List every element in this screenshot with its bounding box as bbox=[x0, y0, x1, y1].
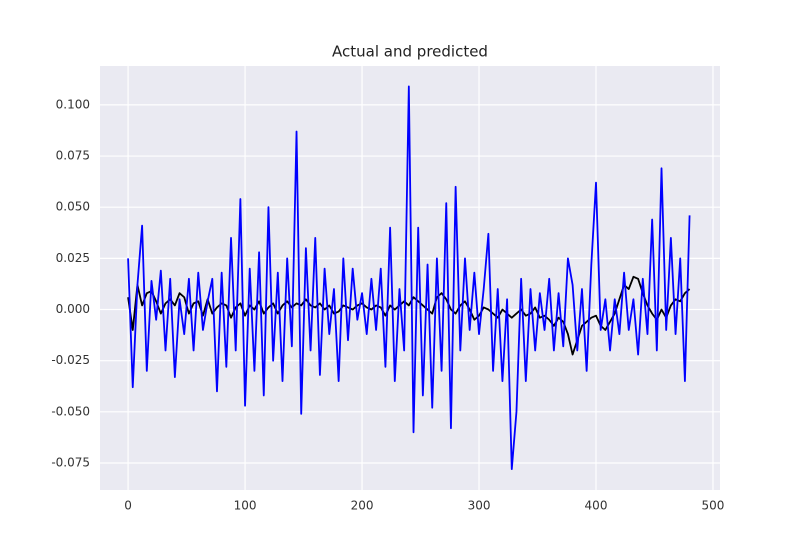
x-tick-label: 0 bbox=[124, 499, 132, 513]
series-line bbox=[127, 85, 691, 471]
x-tick-label: 400 bbox=[585, 499, 608, 513]
chart-title: Actual and predicted bbox=[332, 43, 488, 61]
y-tick-label: 0.100 bbox=[56, 97, 90, 111]
y-tick-label: 0.050 bbox=[56, 200, 90, 214]
x-tick-label: 100 bbox=[234, 499, 257, 513]
x-tick-label: 300 bbox=[468, 499, 491, 513]
series-line bbox=[127, 275, 691, 356]
x-tick-label: 500 bbox=[702, 499, 725, 513]
x-tick-label: 200 bbox=[351, 499, 374, 513]
y-tick-label: -0.025 bbox=[51, 353, 90, 367]
y-tick-label: 0.075 bbox=[56, 149, 90, 163]
y-tick-label: 0.000 bbox=[56, 302, 90, 316]
y-tick-label: 0.025 bbox=[56, 251, 90, 265]
y-tick-label: -0.050 bbox=[51, 404, 90, 418]
y-tick-label: -0.075 bbox=[51, 455, 90, 469]
